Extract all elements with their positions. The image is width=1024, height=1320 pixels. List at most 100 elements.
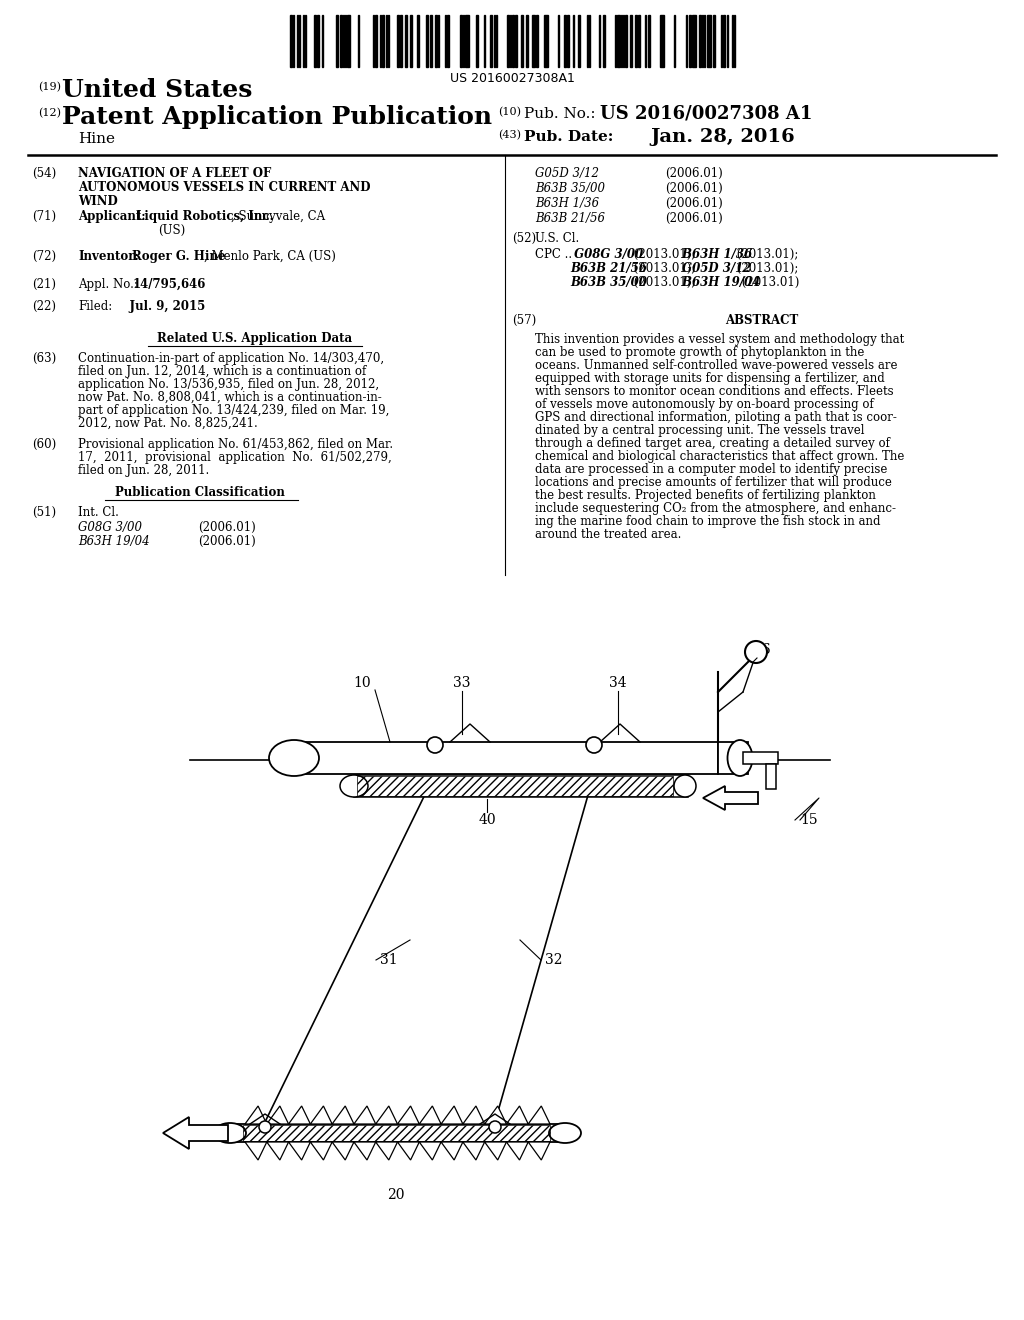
- Text: application No. 13/536,935, filed on Jun. 28, 2012,: application No. 13/536,935, filed on Jun…: [78, 378, 379, 391]
- Bar: [625, 15, 627, 67]
- Text: (US): (US): [158, 224, 185, 238]
- Text: (2006.01): (2006.01): [665, 213, 723, 224]
- Text: filed on Jun. 28, 2011.: filed on Jun. 28, 2011.: [78, 465, 209, 477]
- Text: equipped with storage units for dispensing a fertilizer, and: equipped with storage units for dispensi…: [535, 372, 885, 385]
- Text: (72): (72): [32, 249, 56, 263]
- Bar: [490, 15, 492, 67]
- Bar: [243, 1125, 550, 1140]
- Text: Pub. Date:: Pub. Date:: [524, 129, 613, 144]
- Polygon shape: [332, 1142, 354, 1160]
- Bar: [512, 15, 514, 67]
- Text: 10: 10: [353, 676, 371, 690]
- Bar: [723, 15, 725, 67]
- Ellipse shape: [214, 1123, 246, 1143]
- Bar: [397, 15, 399, 67]
- Text: B63H 19/04: B63H 19/04: [678, 276, 760, 289]
- Text: B63H 1/36: B63H 1/36: [535, 197, 599, 210]
- Text: Continuation-in-part of application No. 14/303,470,: Continuation-in-part of application No. …: [78, 352, 384, 366]
- Text: (43): (43): [498, 129, 521, 140]
- Text: (2013.01);: (2013.01);: [733, 261, 799, 275]
- Polygon shape: [245, 1106, 267, 1125]
- Text: AUTONOMOUS VESSELS IN CURRENT AND: AUTONOMOUS VESSELS IN CURRENT AND: [78, 181, 371, 194]
- Text: (2013.01);: (2013.01);: [733, 248, 799, 261]
- Text: 31: 31: [380, 953, 397, 968]
- Bar: [617, 15, 620, 67]
- Polygon shape: [289, 1106, 310, 1125]
- Text: (2013.01);: (2013.01);: [630, 276, 695, 289]
- Bar: [382, 15, 384, 67]
- Bar: [290, 15, 292, 67]
- Bar: [435, 15, 437, 67]
- Text: Patent Application Publication: Patent Application Publication: [62, 106, 493, 129]
- Text: G05D 3/12: G05D 3/12: [678, 261, 752, 275]
- Text: (63): (63): [32, 352, 56, 366]
- Polygon shape: [463, 1106, 484, 1125]
- Polygon shape: [163, 1117, 228, 1148]
- Text: B63B 35/00: B63B 35/00: [570, 276, 647, 289]
- Text: (60): (60): [32, 438, 56, 451]
- Bar: [660, 15, 664, 67]
- Text: dinated by a central processing unit. The vessels travel: dinated by a central processing unit. Th…: [535, 424, 864, 437]
- Ellipse shape: [269, 741, 319, 776]
- Text: Roger G. Hine: Roger G. Hine: [132, 249, 225, 263]
- Bar: [713, 15, 715, 67]
- Text: (57): (57): [512, 314, 537, 327]
- Text: Jul. 9, 2015: Jul. 9, 2015: [113, 300, 205, 313]
- Text: U.S. Cl.: U.S. Cl.: [535, 232, 580, 246]
- Polygon shape: [441, 1106, 463, 1125]
- Text: 17,  2011,  provisional  application  No.  61/502,279,: 17, 2011, provisional application No. 61…: [78, 451, 392, 465]
- Text: (21): (21): [32, 279, 56, 290]
- Bar: [689, 15, 691, 67]
- Text: locations and precise amounts of fertilizer that will produce: locations and precise amounts of fertili…: [535, 477, 892, 488]
- Bar: [406, 15, 407, 67]
- Polygon shape: [528, 1142, 550, 1160]
- Bar: [336, 15, 338, 67]
- Polygon shape: [484, 1106, 507, 1125]
- Polygon shape: [419, 1106, 441, 1125]
- Bar: [532, 15, 535, 67]
- Bar: [230, 1125, 565, 1142]
- Text: Provisional application No. 61/453,862, filed on Mar.: Provisional application No. 61/453,862, …: [78, 438, 393, 451]
- Text: Inventor:: Inventor:: [78, 249, 139, 263]
- Text: G08G 3/00: G08G 3/00: [78, 521, 142, 535]
- Text: This invention provides a vessel system and methodology that: This invention provides a vessel system …: [535, 333, 904, 346]
- Text: WIND: WIND: [78, 195, 118, 209]
- Text: , Menlo Park, CA (US): , Menlo Park, CA (US): [204, 249, 336, 263]
- Bar: [347, 15, 350, 67]
- Text: US 2016/0027308 A1: US 2016/0027308 A1: [600, 106, 812, 123]
- Text: G08G 3/00: G08G 3/00: [570, 248, 643, 261]
- Text: Hine: Hine: [78, 132, 115, 147]
- Text: (51): (51): [32, 506, 56, 519]
- Bar: [317, 15, 319, 67]
- Text: 33: 33: [454, 676, 471, 690]
- Bar: [507, 15, 509, 67]
- Polygon shape: [376, 1106, 397, 1125]
- Bar: [400, 15, 402, 67]
- Polygon shape: [310, 1106, 332, 1125]
- Circle shape: [586, 737, 602, 752]
- Polygon shape: [507, 1106, 528, 1125]
- Text: (2006.01): (2006.01): [198, 535, 256, 548]
- Text: B63B 35/00: B63B 35/00: [535, 182, 605, 195]
- Bar: [526, 15, 528, 67]
- Bar: [426, 15, 428, 67]
- Polygon shape: [484, 1142, 507, 1160]
- Text: Related U.S. Application Data: Related U.S. Application Data: [158, 333, 352, 345]
- Text: B63H 19/04: B63H 19/04: [78, 535, 150, 548]
- Polygon shape: [310, 1142, 332, 1160]
- Bar: [515, 15, 517, 67]
- Text: (52): (52): [512, 232, 537, 246]
- Polygon shape: [703, 785, 758, 810]
- Polygon shape: [332, 1106, 354, 1125]
- Text: through a defined target area, creating a detailed survey of: through a defined target area, creating …: [535, 437, 890, 450]
- Bar: [603, 15, 605, 67]
- Text: now Pat. No. 8,808,041, which is a continuation-in-: now Pat. No. 8,808,041, which is a conti…: [78, 391, 382, 404]
- Text: ABSTRACT: ABSTRACT: [725, 314, 799, 327]
- Bar: [357, 776, 673, 796]
- Text: Pub. No.:: Pub. No.:: [524, 107, 596, 121]
- Text: 2012, now Pat. No. 8,825,241.: 2012, now Pat. No. 8,825,241.: [78, 417, 258, 430]
- Text: US 20160027308A1: US 20160027308A1: [450, 73, 574, 84]
- Circle shape: [745, 642, 767, 663]
- Bar: [766, 764, 776, 789]
- Text: data are processed in a computer model to identify precise: data are processed in a computer model t…: [535, 463, 888, 477]
